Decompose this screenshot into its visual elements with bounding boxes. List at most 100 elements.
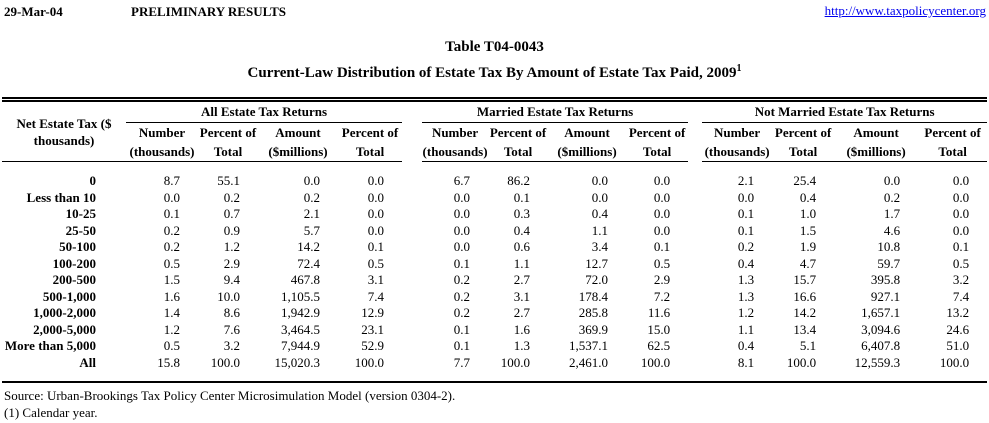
cell: 1.2 bbox=[737, 305, 755, 320]
row-label: 100-200 bbox=[52, 255, 96, 271]
column-gap bbox=[688, 338, 702, 355]
cell: 0.0 bbox=[591, 173, 609, 188]
row-label: 50-100 bbox=[59, 239, 96, 254]
cell: 23.1 bbox=[361, 321, 385, 337]
cell: 0.5 bbox=[653, 255, 671, 271]
col-header-line: Total bbox=[642, 144, 672, 159]
cell: 0.1 bbox=[453, 338, 471, 353]
cell: 1.7 bbox=[883, 206, 901, 221]
cell: 1.6 bbox=[513, 321, 531, 337]
column-gap bbox=[688, 173, 702, 190]
col-header-percent: Percent of Total bbox=[772, 122, 835, 162]
cell: 12.7 bbox=[585, 255, 609, 271]
col-header-percent: Percent of Total bbox=[918, 122, 988, 162]
cell: 285.8 bbox=[578, 305, 609, 320]
row-label: 10-25 bbox=[65, 206, 96, 221]
col-header-line: Amount bbox=[275, 125, 321, 140]
column-gap bbox=[402, 305, 422, 322]
cell: 12.9 bbox=[361, 305, 385, 320]
col-header-line: ($millions) bbox=[268, 144, 328, 159]
row-label: All bbox=[79, 354, 96, 370]
cell: 0.4 bbox=[591, 206, 609, 221]
cell: 0.0 bbox=[303, 173, 320, 188]
row-label: 25-50 bbox=[65, 222, 96, 238]
cell: 0.1 bbox=[513, 189, 531, 205]
cell: 7,944.9 bbox=[281, 338, 320, 353]
cell: 0.2 bbox=[453, 288, 471, 304]
column-gap bbox=[688, 272, 702, 289]
cell: 16.6 bbox=[793, 288, 817, 304]
cell: 0.0 bbox=[453, 239, 471, 254]
cell: 927.1 bbox=[870, 288, 901, 304]
column-gap bbox=[688, 239, 702, 256]
cell: 1.1 bbox=[513, 255, 531, 271]
cell: 2.1 bbox=[303, 206, 320, 221]
cell: 2.7 bbox=[513, 272, 531, 287]
cell: 100.0 bbox=[354, 354, 385, 370]
cell: 0.2 bbox=[163, 222, 180, 238]
cell: 8.6 bbox=[223, 305, 240, 320]
cell: 0.0 bbox=[367, 173, 385, 188]
cell: 7.4 bbox=[367, 288, 385, 304]
cell: 1.3 bbox=[737, 288, 755, 304]
table-row: 25-50 0.2 0.9 5.7 0.0 0.0 0.4 1.1 0.0 0.… bbox=[2, 223, 987, 240]
cell: 24.6 bbox=[946, 321, 970, 337]
cell: 3,464.5 bbox=[281, 321, 320, 337]
cell: 2.9 bbox=[653, 272, 671, 287]
cell: 1.2 bbox=[223, 239, 240, 254]
col-header-line: Total bbox=[938, 144, 967, 159]
cell: 2.7 bbox=[513, 305, 531, 320]
col-header-line: (thousands) bbox=[704, 144, 770, 159]
cell: 3.2 bbox=[952, 272, 970, 287]
column-gap bbox=[688, 256, 702, 273]
cell: 1.0 bbox=[799, 206, 817, 221]
column-gap bbox=[402, 206, 422, 223]
table-subtitle: Current-Law Distribution of Estate Tax B… bbox=[0, 63, 989, 82]
cell: 1.1 bbox=[737, 321, 755, 337]
column-gap bbox=[402, 355, 422, 372]
table-bottom-rule bbox=[2, 371, 988, 383]
cell: 1.5 bbox=[163, 272, 180, 287]
col-header-amount: Amount ($millions) bbox=[834, 122, 919, 162]
col-header-line: Percent of bbox=[199, 125, 257, 140]
column-gap bbox=[688, 289, 702, 306]
col-header-line: Percent of bbox=[924, 125, 981, 140]
column-header-row: Number (thousands) Percent of Total Amount… bbox=[2, 122, 988, 162]
cell: 12,559.3 bbox=[854, 354, 901, 370]
cell: 1.3 bbox=[513, 338, 531, 353]
cell: 0.0 bbox=[453, 222, 471, 238]
cell: 1.9 bbox=[799, 239, 817, 254]
cell: 0.0 bbox=[952, 222, 970, 238]
cell: 0.0 bbox=[453, 206, 471, 221]
cell: 0.0 bbox=[591, 189, 609, 205]
report-date: 29-Mar-04 bbox=[4, 4, 63, 19]
col-header-percent: Percent of Total bbox=[626, 122, 689, 162]
col-header-number: Number (thousands) bbox=[702, 122, 773, 162]
table-row: 500-1,000 1.6 10.0 1,105.5 7.4 0.2 3.1 1… bbox=[2, 289, 987, 306]
cell: 11.6 bbox=[647, 305, 671, 320]
cell: 178.4 bbox=[578, 288, 609, 304]
cell: 14.2 bbox=[793, 305, 817, 320]
cell: 0.0 bbox=[367, 206, 385, 221]
cell: 100.0 bbox=[500, 354, 531, 370]
cell: 0.0 bbox=[653, 189, 671, 205]
cell: 3.1 bbox=[513, 288, 531, 304]
cell: 0.1 bbox=[737, 222, 755, 238]
cell: 59.7 bbox=[877, 255, 901, 271]
taxpolicycenter-link[interactable]: http://www.taxpolicycenter.org bbox=[824, 3, 986, 18]
cell: 8.7 bbox=[163, 173, 180, 188]
stub-header-line: thousands) bbox=[33, 132, 95, 148]
cell: 10.0 bbox=[217, 288, 240, 304]
col-header-amount: Amount ($millions) bbox=[258, 122, 338, 162]
cell: 14.2 bbox=[297, 239, 320, 254]
cell: 62.5 bbox=[647, 338, 671, 353]
table-row: All 15.8 100.0 15,020.3 100.0 7.7 100.0 … bbox=[2, 355, 987, 372]
table-row: 2,000-5,000 1.2 7.6 3,464.5 23.1 0.1 1.6… bbox=[2, 322, 987, 339]
col-header-line: Total bbox=[788, 144, 818, 159]
cell: 5.1 bbox=[799, 338, 817, 353]
cell: 1,942.9 bbox=[281, 305, 320, 320]
col-header-line: Total bbox=[503, 144, 533, 159]
cell: 0.6 bbox=[513, 239, 531, 254]
table-row: Less than 10 0.0 0.2 0.2 0.0 0.0 0.1 0.0… bbox=[2, 190, 987, 207]
cell: 7.4 bbox=[952, 288, 970, 304]
